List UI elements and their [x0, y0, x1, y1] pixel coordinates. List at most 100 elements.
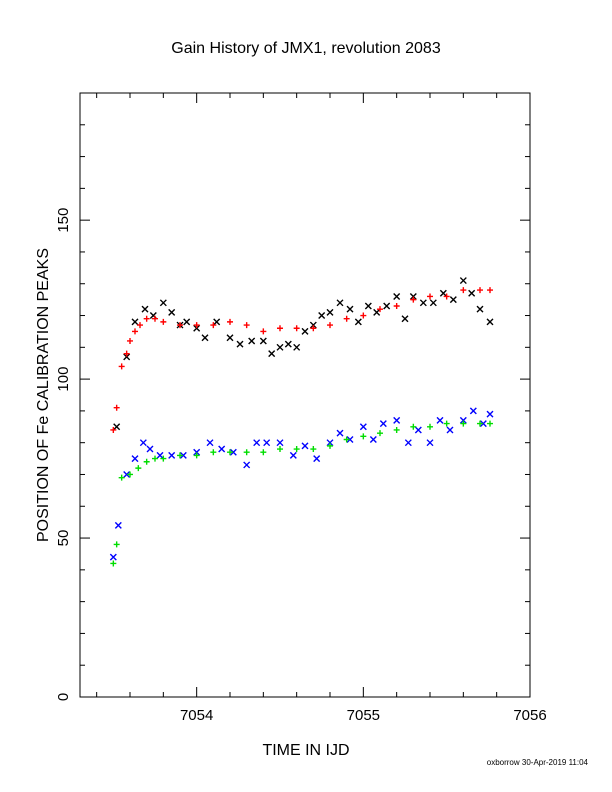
y-tick-label: 50: [55, 530, 72, 547]
data-point: [109, 553, 117, 561]
data-point: [460, 287, 467, 294]
data-point: [213, 318, 221, 326]
data-point: [229, 448, 237, 456]
data-point: [218, 445, 226, 453]
data-point: [404, 439, 412, 447]
data-point: [289, 451, 297, 459]
data-point: [393, 292, 401, 300]
y-tick-label: 0: [55, 693, 72, 701]
data-point: [118, 363, 125, 370]
data-point: [146, 445, 154, 453]
data-point: [336, 429, 344, 437]
data-point: [459, 416, 467, 424]
data-point: [410, 296, 417, 303]
data-points: [109, 277, 494, 567]
data-point: [210, 449, 217, 456]
data-point: [253, 439, 261, 447]
data-point: [487, 420, 493, 427]
data-point: [360, 312, 367, 319]
data-point: [439, 289, 447, 297]
data-point: [393, 416, 401, 424]
data-point: [193, 448, 201, 456]
data-point: [313, 455, 321, 463]
data-point: [426, 439, 434, 447]
data-point: [373, 308, 381, 316]
data-point: [152, 455, 158, 462]
data-point: [449, 296, 457, 304]
data-point: [177, 452, 183, 459]
data-point: [293, 325, 300, 332]
data-point: [131, 318, 139, 326]
data-point: [227, 318, 233, 325]
data-point: [276, 343, 284, 351]
data-point: [113, 541, 120, 548]
data-point: [364, 302, 372, 310]
data-point: [377, 430, 383, 437]
data-point: [414, 426, 422, 434]
data-point: [293, 343, 301, 351]
data-point: [336, 299, 344, 307]
axis-ticks: 7054 7055 7056 0 50 100 150: [55, 93, 547, 724]
data-point: [226, 334, 234, 342]
data-point: [183, 318, 191, 326]
data-point: [360, 433, 367, 440]
data-point: [410, 423, 417, 430]
data-point: [137, 322, 143, 329]
data-point: [436, 416, 444, 424]
data-point: [379, 420, 387, 428]
data-point: [260, 328, 267, 335]
data-point: [159, 299, 167, 307]
data-point: [236, 340, 244, 348]
data-point: [113, 404, 120, 411]
data-point: [131, 455, 139, 463]
data-point: [243, 322, 250, 329]
data-point: [114, 521, 122, 529]
data-point: [310, 446, 317, 453]
data-point: [327, 442, 333, 449]
y-tick-label: 150: [55, 208, 72, 233]
data-point: [268, 350, 276, 358]
data-point: [193, 452, 200, 459]
data-point: [152, 315, 158, 322]
data-point: [139, 439, 147, 447]
data-point: [168, 451, 176, 459]
series-4: [110, 420, 493, 567]
data-point: [113, 423, 121, 431]
data-point: [327, 322, 333, 329]
data-point: [243, 461, 251, 469]
series-1: [113, 277, 494, 431]
data-point: [326, 308, 334, 316]
data-point: [486, 318, 494, 326]
data-point: [487, 287, 493, 294]
series-2: [110, 287, 493, 433]
data-point: [123, 353, 131, 361]
x-tick-label: 7056: [513, 707, 546, 724]
data-point: [132, 328, 138, 335]
data-point: [446, 426, 454, 434]
series-3: [109, 407, 494, 561]
data-point: [210, 322, 217, 329]
data-point: [284, 340, 292, 348]
x-tick-label: 7055: [347, 707, 380, 724]
data-point: [409, 292, 417, 300]
data-point: [177, 322, 183, 329]
data-point: [123, 470, 131, 478]
data-point: [443, 293, 450, 300]
data-point: [301, 442, 309, 450]
data-point: [160, 455, 167, 462]
data-point: [477, 287, 483, 294]
data-point: [393, 302, 400, 309]
data-point: [260, 449, 267, 456]
data-point: [383, 302, 391, 310]
data-point: [201, 334, 209, 342]
data-point: [477, 420, 483, 427]
data-point: [259, 337, 267, 345]
data-point: [401, 315, 409, 323]
data-point: [143, 458, 150, 465]
data-point: [243, 449, 250, 456]
data-point: [343, 436, 350, 443]
data-point: [227, 449, 233, 456]
data-point: [206, 439, 214, 447]
data-point: [160, 318, 167, 325]
